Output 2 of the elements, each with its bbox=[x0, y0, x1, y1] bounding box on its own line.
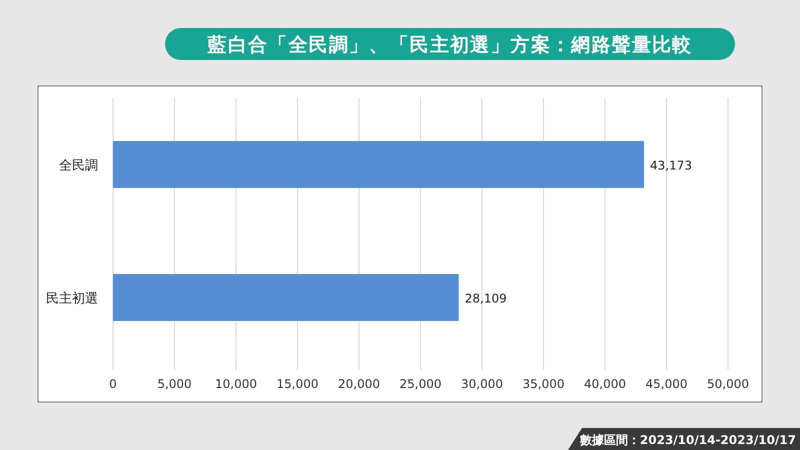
annotation: 數據區間：2023/10/14-2023/10/17 bbox=[580, 433, 796, 447]
title: 藍白合「全民調」、「民主初選」方案：網路聲量比較 bbox=[208, 34, 692, 56]
